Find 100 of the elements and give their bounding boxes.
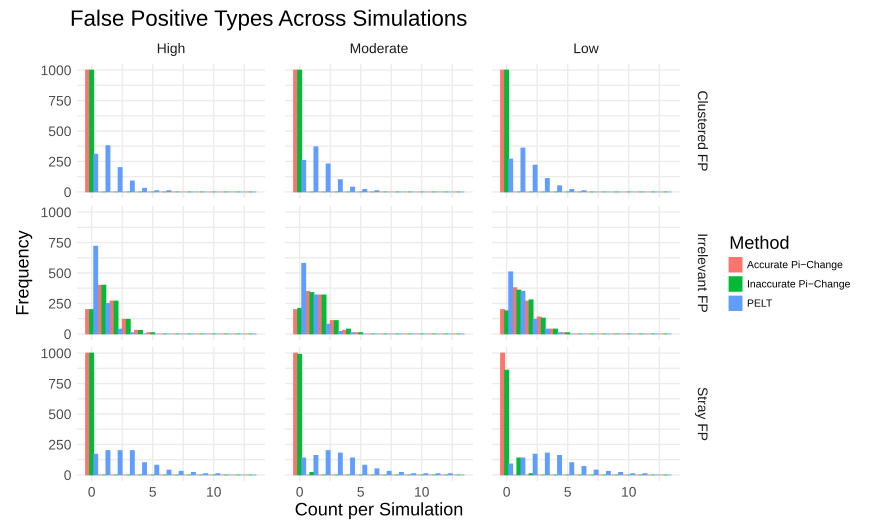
- chart-subtitle: High: [158, 43, 184, 56]
- bar: [105, 145, 110, 192]
- x-tick-label: 10: [622, 486, 636, 497]
- x-tick-label: 10: [415, 486, 429, 497]
- bar: [544, 452, 550, 476]
- bar: [346, 328, 351, 334]
- bar: [126, 318, 131, 334]
- bar: [89, 70, 94, 192]
- legend-label: PELT: [748, 300, 772, 307]
- y-tick-label: 500: [48, 126, 71, 136]
- y-tick-label: 0: [64, 187, 71, 198]
- text: Clustered FP: [698, 91, 708, 171]
- bar: [297, 70, 302, 192]
- bar: [309, 472, 314, 476]
- bar: [362, 464, 368, 476]
- bar: [301, 457, 306, 476]
- text: Irrelevant FP: [698, 234, 708, 312]
- bar: [504, 370, 510, 476]
- y-tick-label: 750: [48, 378, 71, 389]
- bar: [326, 163, 331, 192]
- bar: [105, 450, 110, 476]
- y-tick-label: 1000: [42, 65, 71, 76]
- bar: [338, 331, 343, 334]
- bar: [297, 354, 302, 476]
- bar: [297, 308, 302, 334]
- bar: [190, 472, 196, 476]
- bar: [142, 188, 148, 192]
- bar: [508, 271, 514, 334]
- bar: [89, 352, 94, 476]
- bar: [569, 189, 574, 192]
- x-tick-label: 0: [503, 486, 510, 497]
- bar: [338, 452, 343, 476]
- bar: [301, 160, 306, 192]
- y-tick-label: 0: [64, 470, 71, 480]
- bar: [142, 462, 148, 476]
- bar: [508, 464, 514, 476]
- x-tick-label: 5: [357, 487, 364, 497]
- y-tick-label: 0: [64, 329, 71, 340]
- bar: [350, 186, 356, 192]
- y-tick-label: 750: [48, 238, 71, 248]
- legend-title: Method: [730, 236, 788, 249]
- bar: [386, 470, 392, 476]
- x-tick-label: 5: [149, 487, 156, 497]
- bar: [504, 310, 510, 334]
- bar: [178, 470, 184, 476]
- bar: [118, 167, 123, 192]
- legend-label: Accurate Pi−Change: [747, 260, 842, 270]
- bar: [362, 189, 368, 192]
- bar: [334, 320, 339, 334]
- bar: [582, 466, 586, 476]
- y-tick-label: 250: [48, 440, 71, 450]
- bar: [594, 470, 599, 476]
- bar: [398, 472, 404, 476]
- bar: [508, 158, 514, 192]
- y-tick-label: 500: [48, 268, 71, 278]
- chart-subtitle: Low: [574, 44, 599, 54]
- y-tick-label: 250: [48, 156, 71, 167]
- bar: [130, 180, 135, 192]
- bar: [130, 450, 135, 476]
- bar: [528, 299, 534, 334]
- legend-label: Inaccurate Pi−Change: [748, 280, 850, 290]
- bar: [138, 330, 143, 334]
- x-tick-label: 10: [207, 486, 221, 497]
- bar: [338, 179, 343, 192]
- bar: [326, 450, 331, 476]
- bar: [557, 455, 562, 476]
- y-axis-title: Frequency: [16, 230, 32, 314]
- bar: [557, 185, 562, 192]
- bar: [618, 472, 624, 476]
- bar: [322, 294, 327, 334]
- bar: [89, 309, 94, 334]
- bar: [118, 328, 123, 334]
- y-tick-label: 1000: [42, 207, 71, 218]
- x-tick-label: 5: [564, 487, 571, 497]
- x-tick-label: 0: [88, 486, 95, 497]
- bar: [313, 146, 318, 192]
- bar: [105, 303, 110, 334]
- bar: [301, 262, 306, 334]
- bar: [326, 324, 331, 334]
- text: Stray FP: [695, 388, 708, 440]
- bar: [569, 462, 574, 476]
- chart-title: False Positive Types Across Simulations: [72, 10, 467, 30]
- bar: [532, 318, 538, 334]
- bar: [374, 468, 380, 476]
- bar: [114, 300, 119, 334]
- bar: [93, 454, 98, 476]
- y-tick-label: 1000: [42, 348, 71, 358]
- bar: [606, 470, 611, 476]
- bar: [166, 470, 172, 476]
- bar: [118, 450, 123, 476]
- bar: [553, 328, 558, 334]
- y-tick-label: 250: [48, 298, 71, 309]
- y-tick-label: 500: [48, 409, 71, 420]
- chart-subtitle: Moderate: [350, 43, 408, 54]
- x-axis-title: Count per Simulation: [296, 502, 462, 520]
- bar: [93, 246, 98, 334]
- bar: [544, 178, 550, 192]
- bar: [313, 294, 318, 334]
- bar: [93, 154, 98, 192]
- bar: [154, 464, 160, 476]
